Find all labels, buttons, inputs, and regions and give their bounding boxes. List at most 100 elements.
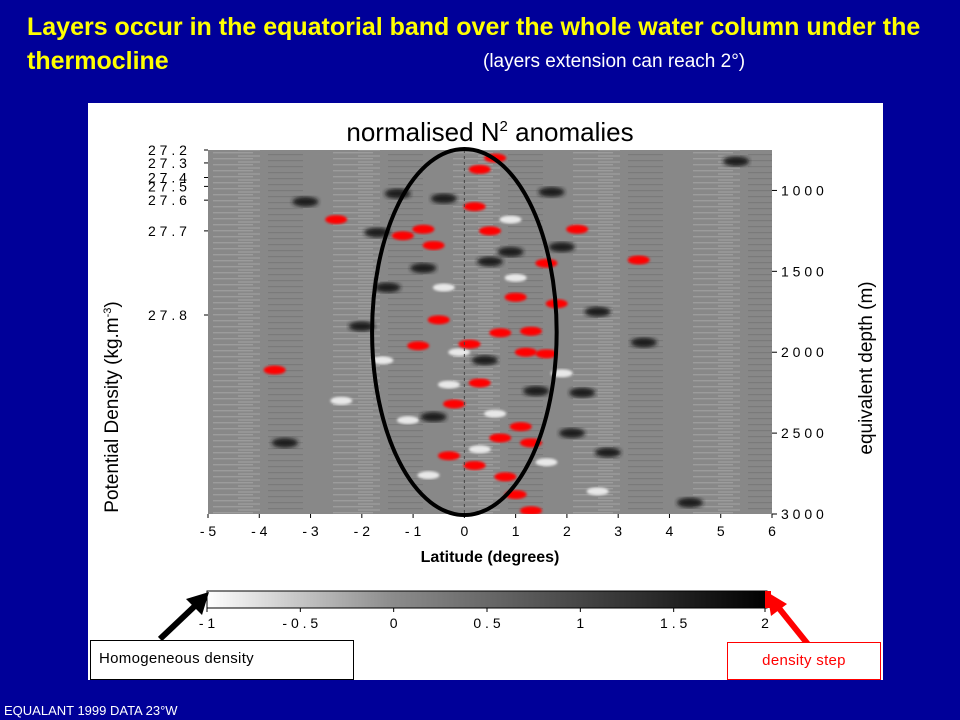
y-axis-label-suffix: ) bbox=[102, 301, 123, 307]
x-tick-label-8: 3 bbox=[614, 523, 622, 539]
step-patch-13 bbox=[427, 315, 450, 325]
dark-patch-2 bbox=[430, 193, 457, 204]
slide-title: Layers occur in the equatorial band over… bbox=[27, 13, 921, 75]
step-patch-5 bbox=[391, 231, 414, 241]
colorbar-step-swatch bbox=[765, 591, 771, 608]
dark-patch-15 bbox=[594, 447, 621, 458]
step-patch-18 bbox=[514, 347, 537, 357]
light-patch-1 bbox=[504, 273, 527, 282]
dark-patch-6 bbox=[410, 263, 437, 274]
depth-axis-ticks: 1 0 0 0 1 5 0 0 2 0 0 0 2 5 0 0 3 0 0 0 bbox=[772, 182, 824, 522]
dark-patch-5 bbox=[548, 242, 575, 253]
density-axis-ticks: 2 7 . 22 7 . 32 7 . 42 7 . 52 7 . 6 2 7 .… bbox=[148, 142, 208, 323]
step-patch-19 bbox=[535, 349, 558, 359]
step-patch-26 bbox=[494, 472, 517, 482]
colorbar-tick-label-6: 2 bbox=[761, 615, 769, 631]
slide-subtitle: (layers extension can reach 2°) bbox=[483, 51, 746, 72]
homogeneous-density-callout: Homogeneous density bbox=[90, 640, 354, 680]
density-tick-label-4: 2 7 . 6 bbox=[148, 192, 187, 208]
step-patch-11 bbox=[504, 292, 527, 302]
step-patch-4 bbox=[325, 215, 348, 225]
x-tick-label-9: 4 bbox=[666, 523, 674, 539]
step-patch-1 bbox=[468, 164, 491, 174]
chart-title-main: normalised N bbox=[346, 117, 499, 147]
step-patch-16 bbox=[407, 341, 430, 351]
depth-tick-label-2: 2 0 0 0 bbox=[781, 344, 824, 360]
dark-patch-21 bbox=[559, 428, 586, 439]
x-tick-label-4: - 1 bbox=[405, 523, 422, 539]
step-patch-8 bbox=[627, 255, 650, 265]
x-tick-label-11: 6 bbox=[768, 523, 776, 539]
step-patch-9 bbox=[535, 258, 558, 268]
density-tick-label-6: 2 7 . 8 bbox=[148, 307, 187, 323]
light-patch-9 bbox=[586, 487, 609, 496]
depth-tick-label-0: 1 0 0 0 bbox=[781, 182, 824, 198]
colorbar-tick-label-5: 1 . 5 bbox=[660, 615, 687, 631]
step-patch-23 bbox=[509, 422, 532, 432]
step-patch-27 bbox=[463, 460, 486, 470]
x-tick-label-0: - 5 bbox=[200, 523, 217, 539]
dark-patch-12 bbox=[569, 387, 596, 398]
x-tick-label-1: - 4 bbox=[251, 523, 268, 539]
dark-patch-10 bbox=[348, 321, 375, 332]
light-patch-6 bbox=[468, 445, 491, 454]
heatmap-plot-area bbox=[208, 150, 772, 514]
step-patch-20 bbox=[263, 365, 286, 375]
step-patch-15 bbox=[489, 328, 512, 338]
dark-patch-11 bbox=[471, 355, 498, 366]
light-patch-0 bbox=[432, 283, 455, 292]
chart-title: normalised N2 anomalies bbox=[346, 117, 633, 147]
x-axis-label: Latitude (degrees) bbox=[421, 549, 560, 566]
step-patch-21 bbox=[468, 378, 491, 388]
light-patch-4 bbox=[484, 409, 507, 418]
density-tick-label-1: 2 7 . 3 bbox=[148, 155, 187, 171]
dark-patch-17 bbox=[723, 156, 750, 167]
dark-patch-13 bbox=[523, 386, 550, 397]
y-axis-label-main: Potential Density (kg.m bbox=[102, 317, 123, 512]
density-tick-label-3: 2 7 . 5 bbox=[148, 178, 187, 194]
light-patch-10 bbox=[330, 396, 353, 405]
y-axis-label-sup: -3 bbox=[102, 308, 114, 318]
dark-patch-16 bbox=[676, 497, 703, 508]
step-patch-28 bbox=[437, 451, 460, 461]
dark-patch-18 bbox=[630, 337, 657, 348]
dark-patch-0 bbox=[538, 187, 565, 198]
density-tick-label-2: 2 7 . 4 bbox=[148, 170, 187, 186]
density-step-callout: density step bbox=[727, 642, 881, 680]
depth-tick-label-3: 2 5 0 0 bbox=[781, 425, 824, 441]
dark-patch-7 bbox=[374, 282, 401, 293]
colorbar-tick-label-4: 1 bbox=[576, 615, 584, 631]
light-patch-12 bbox=[371, 356, 394, 365]
step-patch-7 bbox=[566, 224, 589, 234]
y-axis-label: Potential Density (kg.m-3) bbox=[102, 301, 123, 512]
colorbar-tick-label-3: 0 . 5 bbox=[473, 615, 500, 631]
colorbar-gradient bbox=[206, 590, 768, 609]
step-patch-6 bbox=[412, 224, 435, 234]
x-tick-label-7: 2 bbox=[563, 523, 571, 539]
colorbar: - 1 - 0 . 5 0 0 . 5 1 1 . 5 2 bbox=[199, 590, 771, 631]
x-tick-label-5: 0 bbox=[460, 523, 468, 539]
light-patch-2 bbox=[448, 348, 471, 357]
density-tick-label-5: 2 7 . 7 bbox=[148, 223, 187, 239]
dark-patch-20 bbox=[497, 246, 524, 257]
dark-patch-9 bbox=[584, 306, 611, 317]
colorbar-tick-label-0: - 1 bbox=[199, 615, 216, 631]
step-patch-24 bbox=[489, 433, 512, 443]
density-step-layer bbox=[263, 153, 650, 514]
chart-title-sup: 2 bbox=[500, 118, 508, 135]
x-tick-label-3: - 2 bbox=[354, 523, 371, 539]
light-patch-7 bbox=[535, 458, 558, 467]
depth-tick-label-4: 3 0 0 0 bbox=[781, 506, 824, 522]
x-tick-label-10: 5 bbox=[717, 523, 725, 539]
arrow-left bbox=[157, 592, 209, 642]
step-patch-30 bbox=[520, 506, 543, 514]
colorbar-ticks: - 1 - 0 . 5 0 0 . 5 1 1 . 5 2 bbox=[199, 608, 769, 631]
step-patch-22 bbox=[443, 399, 466, 409]
density-tick-label-0: 2 7 . 2 bbox=[148, 142, 187, 158]
step-patch-14 bbox=[520, 326, 543, 336]
depth-tick-label-1: 1 5 0 0 bbox=[781, 263, 824, 279]
source-note: EQUALANT 1999 DATA 23°W bbox=[4, 703, 178, 718]
dark-patch-4 bbox=[364, 227, 391, 238]
